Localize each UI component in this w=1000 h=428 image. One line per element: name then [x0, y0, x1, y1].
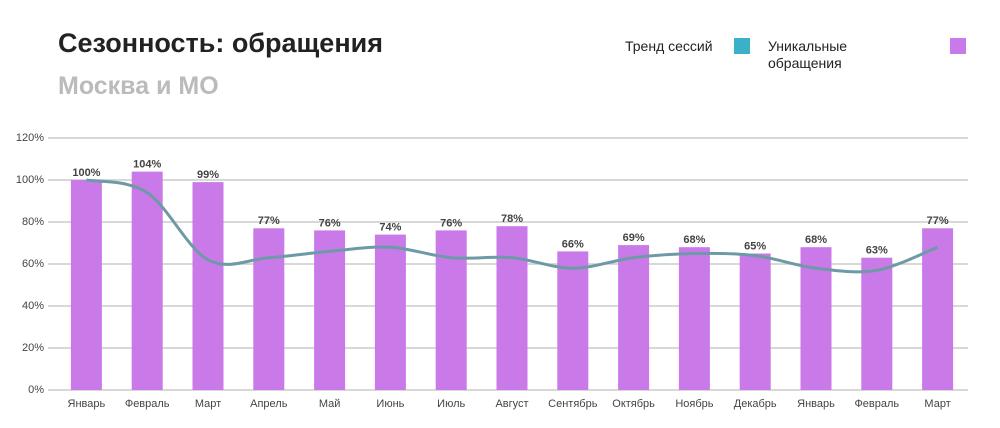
- legend-swatch: [734, 38, 750, 54]
- data-label: 68%: [683, 234, 705, 246]
- legend-label: Тренд сессий: [625, 38, 713, 54]
- y-tick-label: 100%: [16, 174, 44, 186]
- bar: [800, 247, 832, 390]
- data-label: 68%: [805, 234, 827, 246]
- x-tick-label: Август: [495, 398, 528, 410]
- bar: [496, 226, 528, 390]
- x-tick-label: Сентябрь: [548, 398, 598, 410]
- bar: [557, 251, 589, 390]
- data-label: 66%: [562, 238, 584, 250]
- data-label: 74%: [379, 222, 401, 234]
- bar: [861, 257, 893, 390]
- bar: [739, 253, 771, 390]
- legend-label: Уникальные обращения: [768, 38, 848, 71]
- data-label: 65%: [744, 240, 766, 252]
- bar: [922, 228, 954, 390]
- y-tick-label: 20%: [22, 342, 44, 354]
- x-tick-label: Январь: [68, 398, 106, 410]
- legend-swatch: [950, 38, 966, 54]
- data-label: 100%: [72, 167, 100, 179]
- chart-subtitle: Москва и МО: [58, 72, 219, 100]
- bar: [678, 247, 710, 390]
- trend-line: [86, 178, 939, 274]
- bar: [253, 228, 285, 390]
- chart-title: Сезонность: обращения: [58, 28, 383, 58]
- data-label: 104%: [133, 159, 161, 171]
- x-tick-label: Март: [195, 398, 221, 410]
- bar: [131, 171, 163, 390]
- data-label: 78%: [501, 213, 523, 225]
- x-tick-label: Июнь: [376, 398, 404, 410]
- y-tick-label: 0%: [28, 384, 44, 396]
- data-label: 99%: [197, 169, 219, 181]
- x-tick-label: Январь: [797, 398, 835, 410]
- x-tick-label: Март: [924, 398, 950, 410]
- bar: [314, 230, 346, 390]
- x-tick-label: Июль: [437, 398, 465, 410]
- y-tick-label: 80%: [22, 216, 44, 228]
- data-label: 77%: [258, 215, 280, 227]
- x-tick-label: Февраль: [854, 398, 899, 410]
- bar: [618, 245, 650, 390]
- bar: [192, 182, 224, 390]
- data-label: 63%: [866, 245, 888, 257]
- x-tick-label: Апрель: [250, 398, 288, 410]
- x-tick-label: Ноябрь: [675, 398, 713, 410]
- data-label: 69%: [623, 232, 645, 244]
- x-tick-label: Декабрь: [734, 398, 777, 410]
- data-label: 76%: [440, 217, 462, 229]
- bar: [70, 180, 102, 390]
- bar: [435, 230, 467, 390]
- x-tick-label: Май: [319, 398, 341, 410]
- bar: [374, 234, 406, 390]
- y-tick-label: 40%: [22, 300, 44, 312]
- y-tick-label: 60%: [22, 258, 44, 270]
- x-tick-label: Февраль: [125, 398, 170, 410]
- data-label: 76%: [319, 217, 341, 229]
- x-tick-label: Октябрь: [612, 398, 655, 410]
- y-tick-label: 120%: [16, 132, 44, 144]
- data-label: 77%: [927, 215, 949, 227]
